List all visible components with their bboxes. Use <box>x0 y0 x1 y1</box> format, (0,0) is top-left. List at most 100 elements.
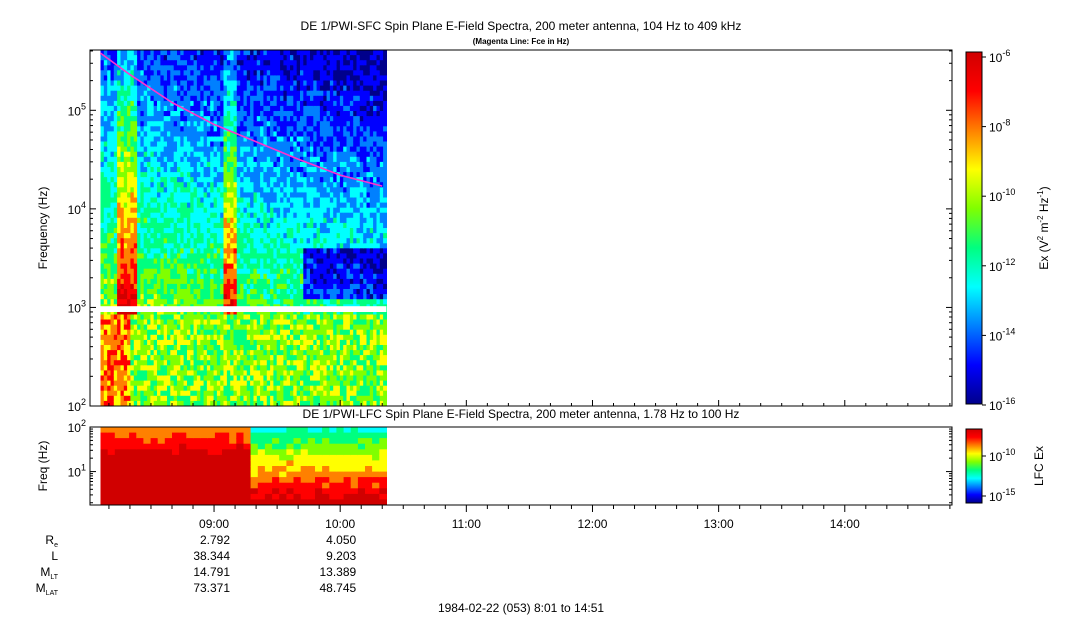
heatmap-cell <box>230 222 235 229</box>
heatmap-cell <box>296 192 301 199</box>
heatmap-cell <box>196 400 201 406</box>
heatmap-cell <box>270 268 274 275</box>
heatmap-cell <box>250 273 254 280</box>
heatmap-cell <box>127 75 131 82</box>
heatmap-cell <box>196 182 201 188</box>
heatmap-cell <box>220 299 225 305</box>
heatmap-cell <box>127 370 131 377</box>
heatmap-cell <box>133 60 138 66</box>
heatmap-cell <box>210 238 215 244</box>
heatmap-cell <box>230 339 235 346</box>
heatmap-cell <box>110 248 115 254</box>
heatmap-cell <box>107 339 112 346</box>
heatmap-cell <box>233 126 238 132</box>
heatmap-cell <box>167 334 171 341</box>
heatmap-cell <box>329 294 334 300</box>
heatmap-cell <box>150 238 155 244</box>
heatmap-cell <box>310 50 314 56</box>
heatmap-cell <box>263 202 268 209</box>
heatmap-cell <box>319 395 324 402</box>
heatmap-cell <box>160 289 165 295</box>
heatmap-cell <box>120 309 125 316</box>
heatmap-cell <box>153 222 158 229</box>
heatmap-cell <box>313 339 318 346</box>
heatmap-cell <box>253 294 258 300</box>
heatmap-cell <box>260 299 264 305</box>
heatmap-cell <box>253 283 258 290</box>
heatmap-cell <box>223 156 228 163</box>
heatmap-cell <box>120 75 125 82</box>
heatmap-cell <box>157 268 161 275</box>
heatmap-cell <box>316 156 321 163</box>
heatmap-cell <box>170 116 175 122</box>
heatmap-cell <box>100 380 105 387</box>
heatmap-cell <box>250 182 254 188</box>
heatmap-cell <box>226 207 231 214</box>
heatmap-cell <box>323 95 328 102</box>
heatmap-cell <box>137 345 141 351</box>
heatmap-cell <box>177 121 181 127</box>
heatmap-cell <box>293 75 298 82</box>
heatmap-cell <box>250 243 254 249</box>
heatmap-cell <box>250 161 254 168</box>
heatmap-cell <box>296 375 301 382</box>
heatmap-cell <box>143 350 148 356</box>
heatmap-cell <box>300 55 304 61</box>
heatmap-cell <box>173 95 178 102</box>
heatmap-cell <box>243 116 248 122</box>
heatmap-cell <box>117 80 121 87</box>
heatmap-cell <box>206 70 211 76</box>
heatmap-cell <box>143 65 148 71</box>
heatmap-cell <box>263 278 268 285</box>
heatmap-cell <box>310 400 314 406</box>
heatmap-cell <box>123 243 128 249</box>
heatmap-cell <box>193 309 198 316</box>
heatmap-cell <box>107 263 112 270</box>
heatmap-cell <box>260 375 264 382</box>
heatmap-cell <box>333 258 338 265</box>
heatmap-cell <box>100 212 105 219</box>
heatmap-cell <box>167 207 171 214</box>
heatmap-cell <box>103 202 108 209</box>
heatmap-cell <box>263 329 268 336</box>
heatmap-cell <box>187 345 191 351</box>
heatmap-cell <box>160 50 165 56</box>
heatmap-cell <box>203 100 208 107</box>
heatmap-cell <box>216 314 221 321</box>
heatmap-cell <box>203 375 208 382</box>
heatmap-cell <box>117 228 121 234</box>
heatmap-cell <box>286 294 291 300</box>
heatmap-cell <box>143 238 148 244</box>
heatmap-cell <box>143 329 148 336</box>
heatmap-cell <box>140 370 145 377</box>
heatmap-cell <box>177 111 181 117</box>
heatmap-cell <box>260 121 264 127</box>
heatmap-cell <box>150 156 155 163</box>
heatmap-cell <box>243 141 248 148</box>
heatmap-cell <box>160 80 165 87</box>
heatmap-cell <box>260 146 264 153</box>
heatmap-cell <box>113 146 118 153</box>
heatmap-cell <box>117 192 121 199</box>
heatmap-cell <box>250 299 254 305</box>
heatmap-cell <box>163 334 168 341</box>
heatmap-cell <box>173 375 178 382</box>
heatmap-cell <box>206 75 211 82</box>
heatmap-cell <box>253 289 258 295</box>
heatmap-cell <box>127 395 131 402</box>
heatmap-cell <box>143 319 148 326</box>
heatmap-cell <box>310 222 314 229</box>
heatmap-cell <box>216 212 221 219</box>
heatmap-cell <box>117 380 121 387</box>
heatmap-cell <box>306 380 311 387</box>
heatmap-cell <box>326 375 331 382</box>
heatmap-cell <box>290 263 294 270</box>
heatmap-cell <box>233 324 238 331</box>
heatmap-cell <box>107 146 112 153</box>
heatmap-cell <box>323 212 328 219</box>
heatmap-cell <box>100 156 105 163</box>
heatmap-cell <box>300 136 304 143</box>
heatmap-cell <box>263 375 268 382</box>
heatmap-cell <box>316 121 321 127</box>
heatmap-cell <box>123 385 128 392</box>
